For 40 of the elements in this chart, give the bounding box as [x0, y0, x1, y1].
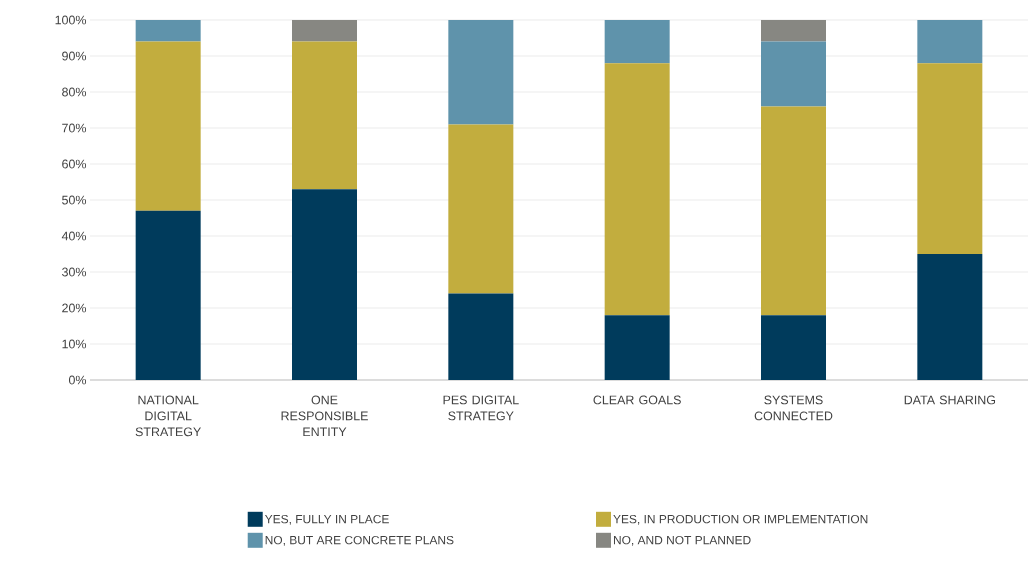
bar [761, 315, 826, 380]
y-tick-label: 30% [62, 267, 87, 277]
bar [761, 106, 826, 316]
y-tick-label: 100% [55, 15, 87, 25]
bar [448, 124, 514, 294]
bar [761, 20, 826, 42]
bar [604, 20, 670, 64]
legend-label: NO, AND NOT PLANNED [613, 535, 751, 546]
bar [448, 20, 514, 125]
bar [135, 210, 201, 380]
x-tick-label: SYSTEMS CONNECTED [754, 395, 833, 421]
y-tick-label: 90% [62, 51, 87, 61]
x-tick-label: CLEAR GOALS [593, 395, 681, 405]
x-tick-label: NATIONAL DIGITAL STRATEGY [135, 395, 201, 437]
y-tick-label: 20% [62, 303, 87, 313]
bar [292, 189, 357, 380]
y-tick-label: 80% [62, 87, 87, 97]
y-tick-label: 60% [62, 159, 87, 169]
bar [135, 20, 201, 42]
y-tick-label: 70% [62, 123, 87, 133]
x-tick-label: ONE RESPONSIBLE ENTITY [281, 395, 368, 437]
legend-label: NO, BUT ARE CONCRETE PLANS [265, 535, 454, 546]
x-tick-label: DATA SHARING [904, 395, 996, 405]
bar [917, 20, 983, 64]
bar [604, 315, 670, 380]
y-tick-label: 50% [62, 195, 87, 205]
bar [604, 63, 670, 316]
y-tick-label: 0% [68, 375, 87, 385]
legend-label: YES, FULLY IN PLACE [264, 514, 389, 525]
bar [917, 63, 983, 254]
bar [292, 41, 357, 190]
bar [448, 293, 514, 380]
bar [761, 41, 826, 107]
y-tick-label: 40% [61, 231, 87, 241]
bar [917, 254, 983, 380]
x-tick-label: PES DIGITAL STRATEGY [443, 395, 519, 421]
bar [292, 20, 357, 42]
bar [135, 41, 201, 211]
legend-label: YES, IN PRODUCTION OR IMPLEMENTATION [613, 514, 868, 525]
y-tick-label: 10% [62, 339, 87, 349]
